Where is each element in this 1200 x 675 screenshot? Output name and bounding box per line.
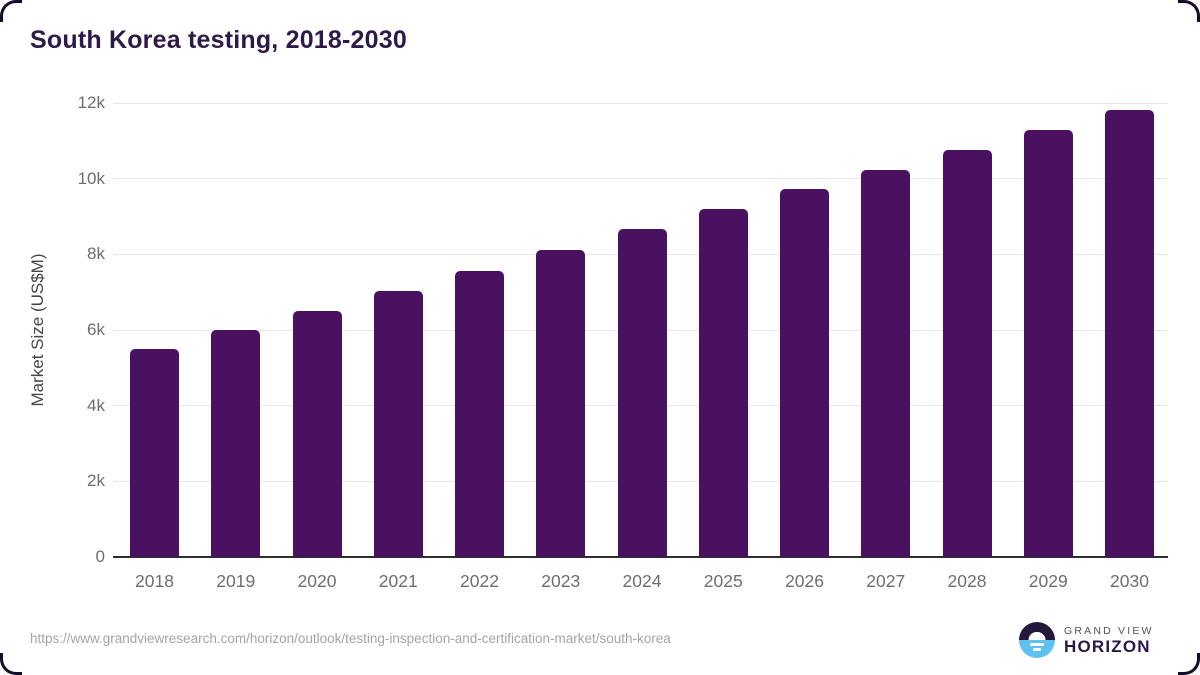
x-tick-label-2023: 2023	[541, 571, 581, 591]
x-tick-label-2027: 2027	[866, 571, 906, 591]
bar-2026	[780, 189, 829, 557]
logo-text-grand-view: GRAND VIEW	[1064, 624, 1154, 637]
y-tick-label-12k: 12k	[77, 93, 105, 112]
bar-2030	[1105, 110, 1154, 557]
logo-reflection-line-1	[1030, 642, 1044, 646]
bar-2020	[292, 311, 342, 557]
x-tick-label-2018: 2018	[135, 571, 174, 591]
x-tick-label-2026: 2026	[785, 571, 824, 591]
x-tick-label-2020: 2020	[297, 571, 337, 591]
grand-view-horizon-logo: GRAND VIEW HORIZON	[1019, 622, 1154, 658]
logo-wordmark: GRAND VIEW HORIZON	[1064, 625, 1154, 656]
logo-sky-half	[1019, 622, 1055, 640]
y-tick-label-2k: 2k	[87, 471, 105, 491]
x-tick-label-2024: 2024	[622, 571, 662, 591]
gridline-12k	[113, 102, 1168, 104]
source-url: https://www.grandviewresearch.com/horizo…	[30, 631, 671, 646]
logo-reflection-line-2	[1033, 647, 1041, 651]
x-axis-line	[113, 556, 1168, 558]
y-tick-label-8k: 8k	[87, 244, 105, 264]
bar-2021	[373, 291, 423, 557]
gridline-10k	[113, 178, 1168, 180]
bar-2023	[536, 250, 586, 557]
y-tick-label-6k: 6k	[87, 320, 105, 339]
y-tick-label-10k: 10k	[77, 168, 105, 188]
x-tick-label-2022: 2022	[460, 571, 499, 591]
horizon-sun-icon	[1019, 622, 1055, 658]
bar-2018	[130, 348, 179, 557]
x-tick-label-2028: 2028	[947, 571, 987, 591]
bar-2028	[942, 150, 992, 557]
logo-text-horizon: HORIZON	[1064, 636, 1151, 656]
bar-2024	[617, 228, 667, 557]
bar-2019	[211, 329, 261, 557]
logo-sun-dome	[1028, 631, 1046, 640]
y-tick-label-4k: 4k	[87, 395, 105, 415]
chart-title: South Korea testing, 2018-2030	[30, 26, 407, 54]
bar-2022	[455, 271, 504, 557]
y-tick-label-0: 0	[95, 547, 105, 566]
bar-2025	[698, 208, 748, 557]
x-tick-label-2030: 2030	[1110, 571, 1149, 591]
x-tick-label-2021: 2021	[378, 571, 418, 591]
bar-2027	[861, 169, 911, 557]
x-tick-label-2029: 2029	[1028, 571, 1068, 591]
x-tick-label-2025: 2025	[703, 571, 743, 591]
x-tick-label-2019: 2019	[216, 571, 256, 591]
bar-2029	[1023, 130, 1073, 557]
